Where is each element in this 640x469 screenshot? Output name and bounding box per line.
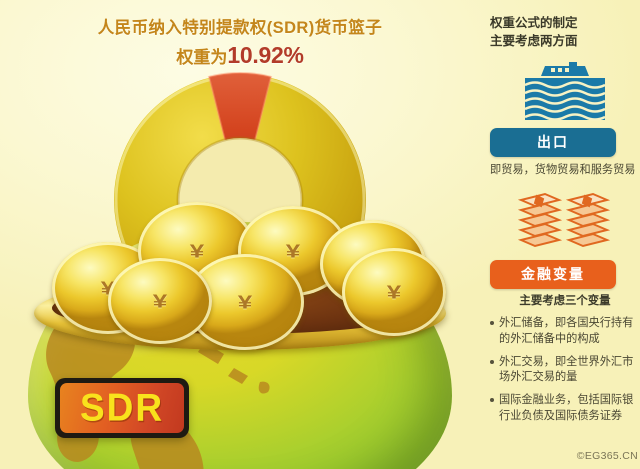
coin-pile: ¥ ¥ ¥ ¥ ¥ ¥ ¥	[52, 196, 446, 350]
money-stacks-icon	[490, 190, 640, 254]
headline-line-1: 人民币纳入特别提款权(SDR)货币篮子	[97, 19, 383, 37]
headline-line-2: 权重为10.92%	[0, 42, 480, 69]
info-panel-title-line-1: 权重公式的制定	[490, 16, 578, 30]
finance-subtitle: 主要考虑三个变量	[519, 294, 611, 307]
finance-bullet-list: 外汇储备，即各国央行持有的外汇储备中的构成 外汇交易，即全世界外汇市场外汇交易的…	[490, 316, 640, 425]
coin: ¥	[108, 258, 212, 344]
coin-symbol: ¥	[237, 290, 253, 313]
coin-symbol: ¥	[152, 289, 168, 312]
illustration-panel: 人民币纳入特别提款权(SDR)货币篮子 权重为10.92%	[0, 14, 480, 469]
coin: ¥	[342, 248, 446, 336]
coin-symbol: ¥	[386, 280, 402, 303]
coin-symbol: ¥	[189, 239, 205, 262]
info-panel: 权重公式的制定 主要考虑两方面	[490, 0, 640, 469]
cargo-ship-icon-svg	[524, 61, 606, 121]
money-stacks-icon-svg	[517, 192, 611, 247]
export-badge: 出口	[490, 127, 616, 157]
export-description: 即贸易，货物贸易和服务贸易	[490, 163, 636, 176]
sdr-plaque-inner: SDR	[60, 383, 184, 433]
coin-symbol: ¥	[285, 239, 301, 262]
info-panel-title: 权重公式的制定 主要考虑两方面	[490, 15, 640, 51]
list-item: 外汇储备，即各国央行持有的外汇储备中的构成	[490, 316, 640, 348]
page-title: 人民币纳入特别提款权(SDR)货币篮子 权重为10.92%	[0, 14, 480, 69]
info-panel-title-line-2: 主要考虑两方面	[490, 33, 578, 48]
headline-percent-value: 10.92%	[227, 42, 304, 68]
list-item: 外汇交易，即全世界外汇市场外汇交易的量	[490, 355, 640, 387]
list-item: 国际金融业务，包括国际银行业负债及国际债务证券	[490, 393, 640, 425]
headline-weight-prefix: 权重为	[176, 48, 228, 67]
watermark: ©EG365.CN	[576, 450, 638, 462]
sdr-label: SDR	[79, 385, 165, 430]
sdr-plaque: SDR	[55, 378, 189, 438]
cargo-ship-icon	[490, 60, 640, 122]
finance-badge: 金融变量	[490, 259, 616, 289]
